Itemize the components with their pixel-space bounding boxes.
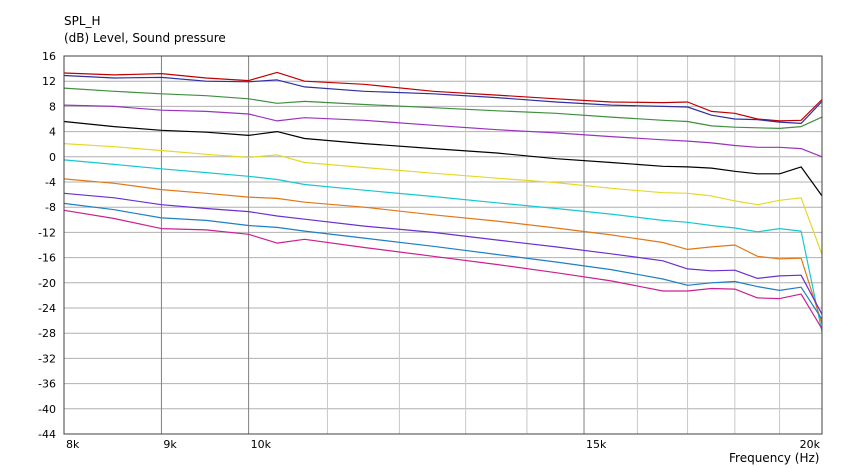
x-tick-label: 8k — [66, 438, 80, 451]
series-line-5 — [63, 120, 823, 197]
y-tick-label: 0 — [49, 151, 56, 164]
y-tick-label: -28 — [38, 327, 56, 340]
y-tick-label: -12 — [38, 226, 56, 239]
x-tick-label: 9k — [163, 438, 177, 451]
x-tick-label: 15k — [586, 438, 607, 451]
chart-series — [63, 71, 823, 333]
y-tick-label: 8 — [49, 100, 56, 113]
series-line-9 — [63, 192, 823, 315]
y-tick-label: -44 — [38, 428, 56, 441]
y-tick-label: -16 — [38, 252, 56, 265]
series-line-8 — [63, 178, 823, 324]
chart-grid — [63, 55, 823, 435]
y-tick-label: 4 — [49, 126, 56, 139]
series-line-2 — [63, 74, 823, 125]
y-tick-label: -32 — [38, 352, 56, 365]
x-tick-label: 20k — [800, 438, 821, 451]
series-line-11 — [63, 209, 823, 330]
y-tick-label: -36 — [38, 378, 56, 391]
chart-title: SPL_H — [64, 14, 101, 28]
y-tick-labels: 16 12 8 4 0 -4 -8 -12 -16 -20 -24 -28 -32 -36 -40 -44 — [38, 50, 56, 441]
x-tick-label: 10k — [251, 438, 272, 451]
y-tick-label: -24 — [38, 302, 56, 315]
plot-frame — [63, 55, 823, 435]
series-line-6 — [63, 143, 823, 255]
y-tick-label: 16 — [42, 50, 56, 63]
y-tick-label: -20 — [38, 277, 56, 290]
series-line-4 — [63, 104, 823, 158]
y-tick-label: -8 — [45, 201, 56, 214]
y-tick-label: 12 — [42, 75, 56, 88]
y-axis-label: (dB) Level, Sound pressure — [64, 31, 226, 45]
y-tick-label: -40 — [38, 403, 56, 416]
y-tick-label: -4 — [45, 176, 56, 189]
x-axis-label: Frequency (Hz) — [729, 451, 820, 465]
series-line-7 — [63, 159, 823, 333]
series-line-10 — [63, 202, 823, 320]
series-line-3 — [63, 87, 823, 129]
series-line-1 — [63, 71, 823, 122]
x-tick-labels: 8k 9k 10k 15k 20k — [66, 438, 821, 451]
